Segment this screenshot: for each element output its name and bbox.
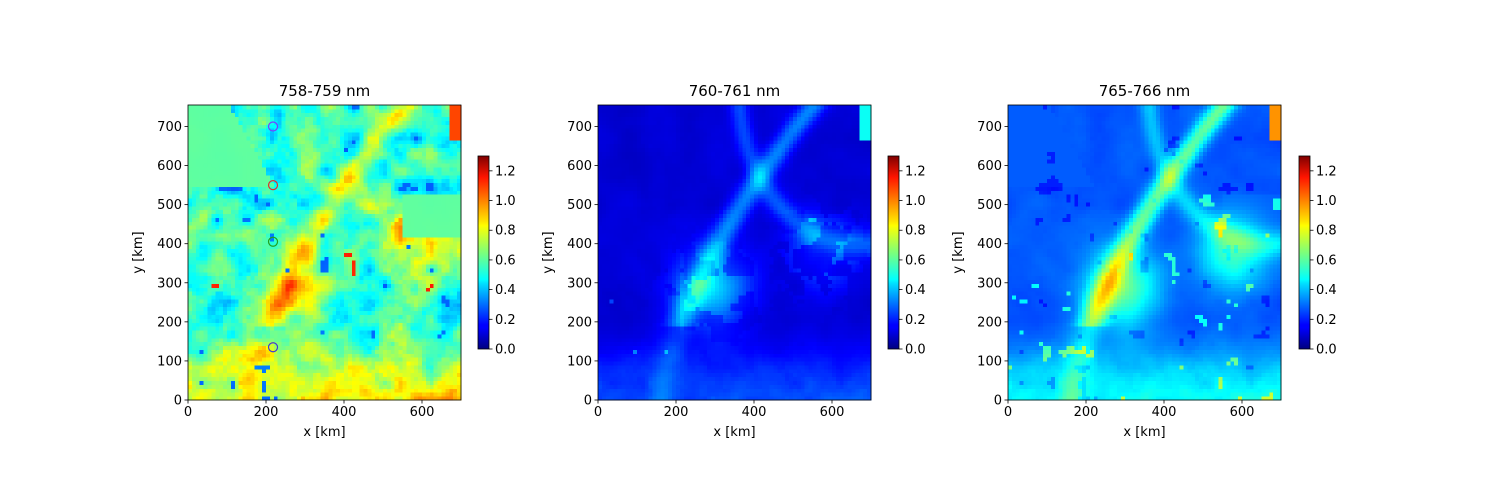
y-tick-label: 100 [157,354,182,369]
y-tick-label: 0 [174,394,182,409]
x-tick-label: 200 [664,405,689,420]
x-tick-label: 200 [1074,405,1099,420]
x-tick-label: 200 [254,405,279,420]
heatmap-image [598,105,871,400]
colorbar-tick-label: 0.2 [905,313,926,328]
colorbar-tick-label: 0.4 [495,283,516,298]
colorbar-tick-label: 0.6 [905,253,926,268]
y-tick-label: 0 [994,394,1002,409]
colorbar: 0.0 0.2 0.4 0.6 0.8 1.0 1.2 [478,156,516,358]
colorbar-tick-label: 0.6 [1316,253,1337,268]
colorbar-tick-label: 1.2 [495,164,516,179]
y-tick-label: 300 [977,276,1002,291]
x-tick-label: 400 [742,405,767,420]
y-tick-label: 100 [977,354,1002,369]
y-tick-label: 700 [157,120,182,135]
colorbar: 0.0 0.2 0.4 0.6 0.8 1.0 1.2 [1299,156,1337,358]
y-tick-label: 700 [977,120,1002,135]
colorbar-tick-label: 0.2 [495,313,516,328]
heatmap-image [188,105,461,400]
colorbar-tick-label: 0.8 [495,224,516,239]
y-tick-label: 500 [567,198,592,213]
x-tick-label: 600 [820,405,845,420]
x-tick-label: 0 [594,405,602,420]
x-tick-label: 0 [184,405,192,420]
colorbar-tick-label: 0.4 [1316,283,1337,298]
y-tick-label: 0 [584,394,592,409]
colorbar-tick-label: 0.8 [905,224,926,239]
x-axis-label: x [km] [1123,425,1165,440]
chart-title: 765-766 nm [1099,82,1191,100]
colorbar-tick-label: 0.8 [1316,224,1337,239]
y-tick-label: 600 [567,159,592,174]
panel-3: 0 200 400 600 0 100 200 300 400 500 600 700 765-766 … [951,82,1337,440]
x-tick-label: 600 [1230,405,1255,420]
panel-2: 0 200 400 600 0 100 200 300 400 500 600 700 760-761 … [541,82,926,440]
y-tick-label: 300 [157,276,182,291]
y-tick-label: 200 [157,315,182,330]
x-tick-label: 400 [1152,405,1177,420]
y-tick-label: 600 [977,159,1002,174]
y-tick-label: 200 [567,315,592,330]
y-tick-label: 400 [977,237,1002,252]
colorbar-tick-label: 0.0 [1316,343,1337,358]
y-tick-label: 600 [157,159,182,174]
x-axis-label: x [km] [713,425,755,440]
y-axis-label: y [km] [541,231,556,273]
y-axis-label: y [km] [131,231,146,273]
x-axis-label: x [km] [303,425,345,440]
y-tick-label: 700 [567,120,592,135]
x-tick-label: 0 [1004,405,1012,420]
x-tick-label: 600 [410,405,435,420]
x-tick-label: 400 [332,405,357,420]
heatmap-image [1008,105,1281,400]
y-tick-label: 400 [567,237,592,252]
y-tick-label: 300 [567,276,592,291]
colorbar-tick-label: 0.0 [495,343,516,358]
colorbar-tick-label: 0.4 [905,283,926,298]
y-tick-label: 100 [567,354,592,369]
y-axis-label: y [km] [951,231,966,273]
colorbar-gradient [888,156,899,349]
y-tick-label: 500 [977,198,1002,213]
y-tick-label: 200 [977,315,1002,330]
colorbar-tick-label: 1.2 [905,164,926,179]
colorbar-tick-label: 1.0 [1316,194,1337,209]
y-tick-label: 500 [157,198,182,213]
colorbar: 0.0 0.2 0.4 0.6 0.8 1.0 1.2 [888,156,926,358]
y-tick-label: 400 [157,237,182,252]
colorbar-tick-label: 0.2 [1316,313,1337,328]
colorbar-tick-label: 1.0 [495,194,516,209]
chart-title: 758-759 nm [279,82,371,100]
colorbar-tick-label: 0.0 [905,343,926,358]
colorbar-tick-label: 0.6 [495,253,516,268]
colorbar-tick-label: 1.0 [905,194,926,209]
colorbar-tick-label: 1.2 [1316,164,1337,179]
panel-1: 0 200 400 600 0 100 200 300 400 500 600 700 758-759 … [131,82,516,440]
colorbar-gradient [1299,156,1310,349]
colorbar-gradient [478,156,489,349]
chart-title: 760-761 nm [689,82,781,100]
